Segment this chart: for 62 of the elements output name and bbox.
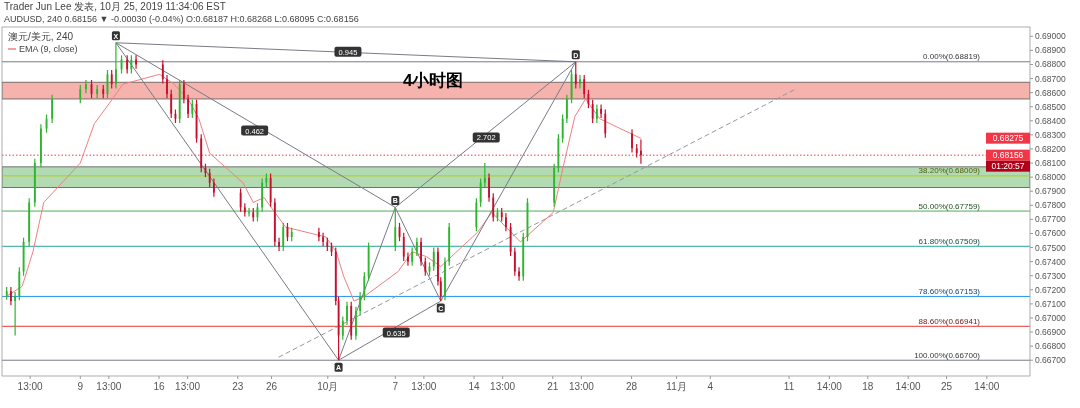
x-tick-label: 9 bbox=[77, 381, 84, 392]
legend-title: 澳元/美元, 240 bbox=[8, 31, 74, 42]
text: AUDUSD, 240 0.68156 ▼ -0.00030 (-0.04%) O:0.68187 H:0.68268 L:0.68095 C:0.68156 bbox=[4, 14, 359, 24]
y-tick-label: 0.68700 bbox=[1035, 73, 1066, 84]
y-tick-label: 0.68300 bbox=[1035, 129, 1066, 140]
legend-label: EMA (9, close) bbox=[19, 44, 78, 54]
y-tick-label: 0.68200 bbox=[1035, 143, 1066, 154]
y-tick-label: 0.67700 bbox=[1035, 214, 1066, 225]
x-tick-label: 21 bbox=[547, 381, 559, 392]
y-tick-label: 0.67100 bbox=[1035, 298, 1066, 309]
x-tick-label: 13:00 bbox=[568, 381, 595, 392]
y-tick-label: 0.68000 bbox=[1035, 172, 1066, 183]
y-tick-label: 0.68500 bbox=[1035, 101, 1066, 112]
x-tick-label: 11 bbox=[783, 381, 795, 392]
x-tick-label: 25 bbox=[941, 381, 953, 392]
y-tick-label: 0.68800 bbox=[1035, 59, 1066, 70]
ref-line-label: 88.60%(0.66941) bbox=[918, 316, 981, 326]
ref-line-label: 0.68156 bbox=[992, 150, 1024, 161]
x-tick-label: 13:00 bbox=[17, 381, 44, 392]
ref-line-label: 100.00%(0.66700) bbox=[914, 350, 981, 360]
ref-line-label: 38.20%(0.68009) bbox=[918, 166, 981, 176]
y-tick-label: 0.66700 bbox=[1035, 355, 1066, 366]
x-tick-label: 14:00 bbox=[895, 381, 922, 392]
y-tick-label: 0.68100 bbox=[1035, 158, 1066, 169]
y-tick-label: 0.69000 bbox=[1035, 31, 1066, 42]
x-tick-label: 7 bbox=[392, 381, 399, 392]
ref-line-label: 61.80%(0.67509) bbox=[918, 236, 981, 246]
y-tick-label: 0.68900 bbox=[1035, 45, 1066, 56]
y-tick-label: 0.67300 bbox=[1035, 270, 1066, 281]
y-tick-label: 0.67200 bbox=[1035, 284, 1066, 295]
x-tick-label: 10月 bbox=[317, 381, 339, 392]
y-tick-label: 0.68600 bbox=[1035, 87, 1066, 98]
y-tick-label: 0.67900 bbox=[1035, 186, 1066, 197]
text: 4小时图 bbox=[402, 71, 464, 91]
x-tick-label: 13:00 bbox=[411, 381, 437, 392]
x-tick-label: 13:00 bbox=[175, 381, 201, 392]
chart-subtitle: Trader Jun Lee 发表, 10月 25, 2019 11:34:06 EST bbox=[4, 1, 226, 12]
x-tick-label: 16 bbox=[153, 381, 166, 392]
annotation: 01:20:57 bbox=[991, 161, 1025, 172]
annotation: 0.68275 bbox=[992, 133, 1024, 144]
x-tick-label: 14 bbox=[468, 381, 481, 392]
y-tick-label: 0.66800 bbox=[1035, 341, 1066, 352]
y-tick-label: 0.66900 bbox=[1035, 327, 1066, 338]
y-tick-label: 0.67600 bbox=[1035, 228, 1066, 239]
x-tick-label: 18 bbox=[862, 381, 874, 392]
x-tick-label: 13:00 bbox=[490, 381, 516, 392]
x-tick-label: 13:00 bbox=[96, 381, 122, 392]
y-tick-label: 0.67400 bbox=[1035, 256, 1066, 267]
x-tick-label: 4 bbox=[707, 381, 714, 392]
ref-line-label: 0.00%(0.68819) bbox=[923, 52, 981, 62]
x-tick-label: 28 bbox=[625, 381, 638, 392]
x-tick-label: 14:00 bbox=[974, 381, 1000, 392]
ref-line-label: 78.60%(0.67153) bbox=[918, 286, 981, 296]
x-tick-label: 23 bbox=[232, 381, 244, 392]
y-tick-label: 0.67500 bbox=[1035, 242, 1066, 253]
x-tick-label: 26 bbox=[265, 381, 278, 392]
y-tick-label: 0.68400 bbox=[1035, 115, 1066, 126]
y-tick-label: 0.67000 bbox=[1035, 312, 1066, 323]
x-tick-label: 14:00 bbox=[816, 381, 843, 392]
ref-line-label: 50.00%(0.67759) bbox=[918, 201, 981, 211]
y-tick-label: 0.67800 bbox=[1035, 200, 1066, 211]
x-tick-label: 11月 bbox=[666, 381, 687, 392]
